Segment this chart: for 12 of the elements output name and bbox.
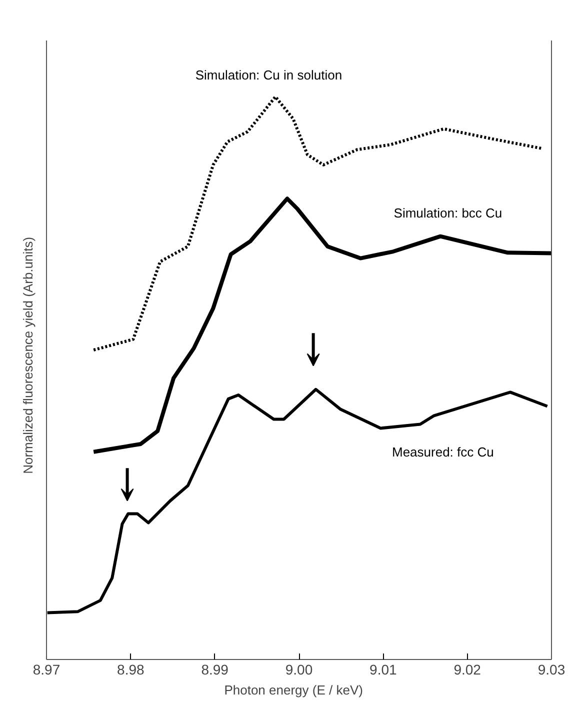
x-tick-label: 9.03 [538,662,566,678]
x-tick-label: 9.00 [285,662,313,678]
series-label: Measured: fcc Cu [392,444,494,460]
x-tick-label: 9.01 [370,662,398,678]
series-label: Simulation: Cu in solution [195,68,342,83]
series-label: Simulation: bcc Cu [394,206,502,221]
x-tick-label: 8.97 [32,662,60,678]
x-tick-label: 9.02 [454,662,482,678]
x-tick-label: 8.99 [201,662,229,678]
x-axis-title: Photon energy (E / keV) [224,682,363,698]
x-tick-label: 8.98 [117,662,145,678]
y-axis-title: Normalized fluorescence yield (Arb.units) [20,236,36,474]
